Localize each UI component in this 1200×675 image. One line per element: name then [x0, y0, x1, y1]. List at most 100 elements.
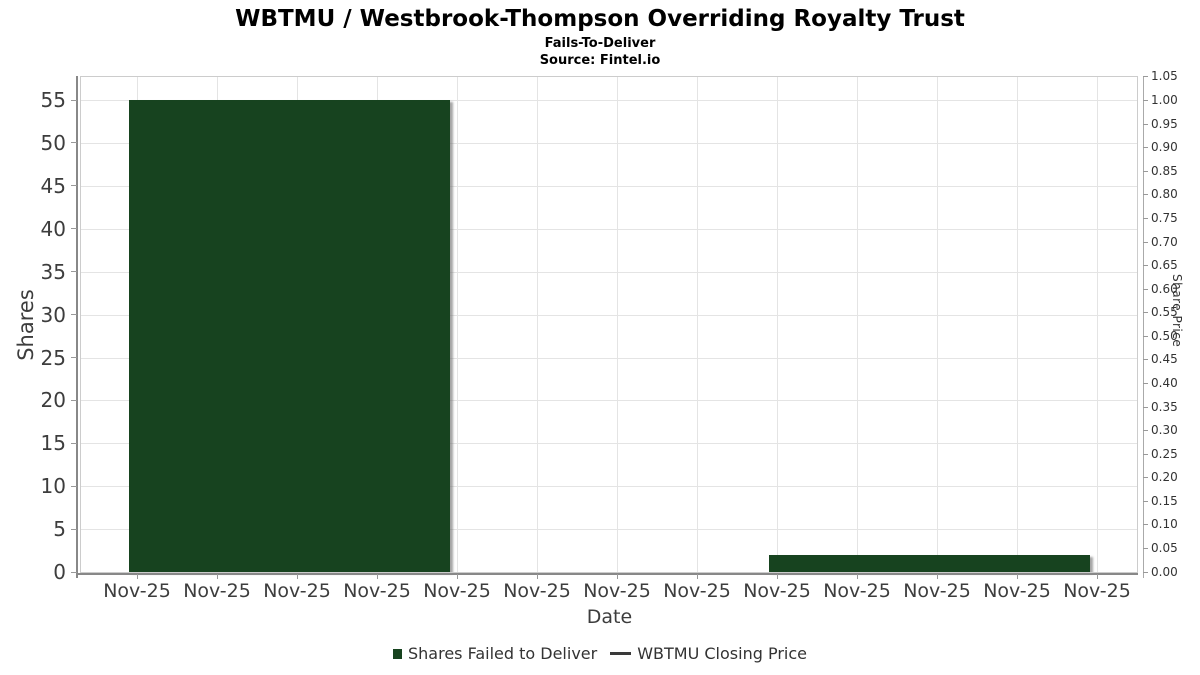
x-tick-label: Nov-25 — [583, 580, 651, 602]
ftd-bar[interactable] — [769, 554, 1090, 572]
y-right-tick-label: 0.30 — [1151, 423, 1178, 438]
y-left-tick-label: 15 — [40, 431, 66, 456]
y-right-tick — [1143, 288, 1148, 290]
y-axis-right-title: Share Price — [1170, 274, 1184, 348]
horizontal-gridline — [80, 100, 1138, 101]
horizontal-gridline — [80, 357, 1138, 359]
y-right-tick-label: 0.95 — [1151, 116, 1178, 131]
x-tick-label: Nov-25 — [343, 580, 411, 602]
y-right-tick-label: 0.65 — [1151, 258, 1178, 272]
y-right-tick — [1143, 406, 1148, 408]
horizontal-gridline — [80, 400, 1138, 402]
y-right-tick — [1143, 147, 1148, 149]
y-left-tick-label: 5 — [53, 517, 66, 542]
x-tick-label: Nov-25 — [743, 580, 811, 602]
vertical-gridline — [857, 76, 858, 573]
y-right-tick-label: 0.40 — [1151, 375, 1178, 390]
x-tick-label: Nov-25 — [663, 580, 731, 602]
y-right-tick — [1143, 547, 1148, 549]
y-right-tick — [1143, 241, 1148, 243]
y-right-tick-label: 0.15 — [1151, 493, 1178, 508]
horizontal-gridline — [80, 228, 1138, 230]
y-left-tick — [71, 142, 77, 144]
y-right-tick-label: 1.05 — [1151, 69, 1178, 84]
y-right-tick-label: 0.55 — [1151, 305, 1178, 320]
legend-item-shares-failed[interactable]: Shares Failed to Deliver — [393, 644, 597, 663]
horizontal-gridline — [80, 142, 1138, 144]
y-right-tick-label: 0.20 — [1151, 470, 1178, 485]
y-left-tick-label: 0 — [53, 560, 66, 584]
y-right-tick — [1143, 170, 1148, 172]
y-right-tick-label: 1.00 — [1151, 93, 1178, 107]
y-left-tick — [71, 399, 77, 401]
y-left-tick-label: 45 — [40, 173, 66, 198]
ftd-bar[interactable] — [129, 100, 450, 572]
y-right-tick — [1143, 335, 1148, 337]
horizontal-gridline — [80, 443, 1138, 445]
y-left-tick-label: 40 — [40, 216, 66, 241]
x-tick — [937, 574, 938, 579]
y-right-tick — [1143, 76, 1148, 78]
y-right-tick-label: 0.75 — [1151, 210, 1178, 225]
x-tick-label: Nov-25 — [903, 580, 971, 602]
chart-title: WBTMU / Westbrook-Thompson Overriding Ro… — [235, 6, 965, 32]
y-left-tick-label: 35 — [40, 259, 66, 284]
x-tick — [1097, 574, 1098, 579]
y-left-tick-label: 20 — [40, 388, 66, 413]
y-left-tick-label: 55 — [40, 88, 66, 112]
y-left-tick — [71, 99, 77, 101]
x-tick-label: Nov-25 — [503, 580, 571, 602]
y-right-tick — [1143, 571, 1148, 573]
y-left-tick-label: 50 — [40, 130, 66, 155]
legend: Shares Failed to Deliver WBTMU Closing P… — [0, 644, 1200, 663]
y-right-tick — [1143, 100, 1148, 101]
legend-label-shares-failed: Shares Failed to Deliver — [408, 644, 598, 663]
y-left-tick — [71, 228, 77, 230]
vertical-gridline — [937, 76, 938, 573]
y-right-tick — [1143, 265, 1148, 266]
line-series-swatch-icon — [610, 652, 632, 655]
bar-series-swatch-icon — [393, 648, 402, 659]
y-left-tick — [71, 357, 77, 358]
vertical-gridline — [457, 76, 458, 573]
y-left-tick-label: 25 — [40, 345, 66, 370]
y-right-tick — [1143, 312, 1148, 314]
y-left-tick-label: 10 — [40, 474, 66, 499]
chart-subtitle: Fails-To-Deliver — [544, 36, 656, 51]
y-right-tick-label: 0.25 — [1151, 446, 1178, 461]
y-right-tick — [1143, 477, 1148, 479]
x-axis-title: Date — [586, 606, 633, 628]
x-tick — [777, 574, 778, 579]
x-tick — [137, 574, 138, 579]
y-right-tick-label: 0.85 — [1151, 163, 1178, 178]
y-left-tick — [71, 442, 77, 444]
y-right-tick-label: 0.05 — [1151, 540, 1178, 555]
y-left-tick — [71, 528, 77, 530]
vertical-gridline — [697, 76, 698, 573]
plot-area — [80, 76, 1138, 573]
y-left-tick — [71, 271, 77, 273]
x-tick — [457, 574, 458, 579]
x-tick — [1017, 574, 1018, 579]
y-right-tick — [1143, 453, 1148, 455]
y-right-tick — [1143, 524, 1148, 526]
x-tick — [377, 574, 378, 579]
vertical-gridline — [537, 76, 538, 573]
y-left-tick-label: 30 — [40, 302, 66, 327]
x-tick — [217, 574, 218, 579]
y-right-tick-label: 0.10 — [1151, 517, 1178, 532]
y-right-tick-label: 0.35 — [1151, 399, 1178, 414]
vertical-gridline — [617, 76, 618, 573]
x-tick-label: Nov-25 — [983, 580, 1051, 602]
horizontal-gridline — [80, 486, 1138, 488]
y-left-tick — [71, 314, 77, 316]
legend-item-closing-price[interactable]: WBTMU Closing Price — [610, 644, 807, 663]
y-left-tick — [71, 571, 77, 573]
y-right-tick-label: 0.45 — [1151, 352, 1178, 367]
x-tick-label: Nov-25 — [263, 580, 331, 602]
y-right-tick-label: 0.90 — [1151, 140, 1178, 155]
x-axis-line — [77, 573, 1138, 575]
x-tick — [297, 574, 298, 579]
x-tick-label: Nov-25 — [423, 580, 491, 602]
